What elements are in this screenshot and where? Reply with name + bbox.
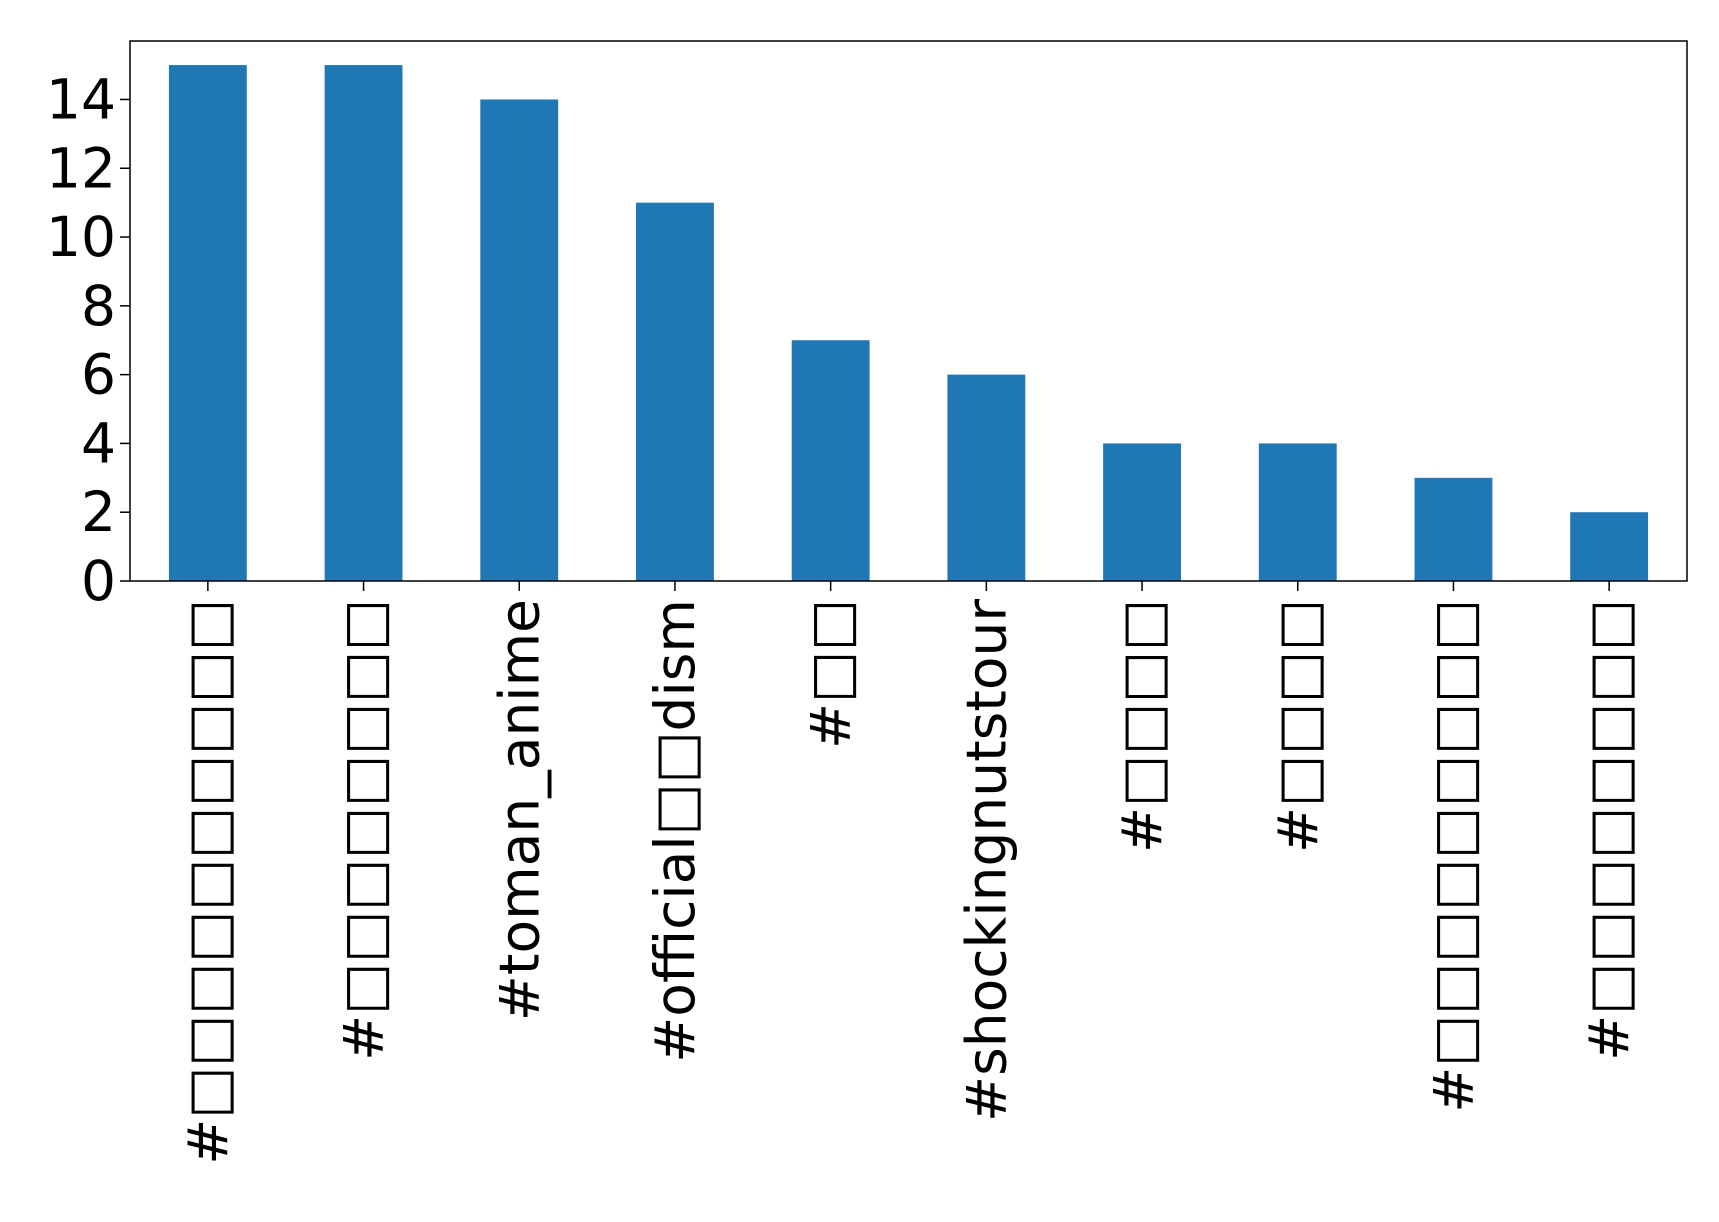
x-tick-label-3: #official□□dism bbox=[643, 599, 707, 1063]
bar-4 bbox=[791, 340, 870, 581]
y-tick-label-2: 4 bbox=[81, 411, 116, 475]
bar-0 bbox=[168, 65, 247, 582]
bar-6 bbox=[1103, 443, 1181, 581]
y-tick-label-3: 6 bbox=[81, 343, 116, 407]
bar-8 bbox=[1414, 477, 1493, 581]
x-tick-label-1: #□□□□□□□□ bbox=[332, 599, 396, 1061]
x-tick-label-7: #□□□□ bbox=[1266, 599, 1330, 853]
bar-9 bbox=[1570, 512, 1649, 581]
y-tick-label-4: 8 bbox=[81, 274, 116, 338]
y-tick-label-1: 2 bbox=[81, 480, 116, 544]
x-tick-label-6: #□□□□ bbox=[1110, 599, 1174, 853]
x-axis: #□□□□□□□□□□ #□□□□□□□□ #toman_anime #officia… bbox=[176, 581, 1641, 1165]
x-tick-label-9: #□□□□□□□□ bbox=[1577, 599, 1641, 1061]
bar-1 bbox=[324, 65, 403, 582]
y-tick-label-0: 0 bbox=[81, 549, 116, 613]
x-tick-label-5: #shockingnutstour bbox=[954, 599, 1018, 1122]
plot-frame bbox=[129, 40, 1688, 582]
bar-5 bbox=[947, 374, 1026, 581]
y-tick-label-7: 14 bbox=[46, 67, 116, 131]
x-tick-label-0: #□□□□□□□□□□ bbox=[176, 599, 240, 1165]
bar-2 bbox=[480, 99, 559, 581]
x-tick-label-2: #toman_anime bbox=[487, 599, 551, 1021]
x-tick-label-8: #□□□□□□□□□ bbox=[1421, 599, 1485, 1113]
y-tick-label-6: 12 bbox=[46, 136, 116, 200]
x-tick-label-4: #□□ bbox=[799, 599, 863, 749]
y-tick-label-5: 10 bbox=[46, 205, 116, 269]
bar-7 bbox=[1258, 443, 1337, 581]
bar-group bbox=[168, 65, 1649, 582]
bar-3 bbox=[636, 202, 714, 581]
